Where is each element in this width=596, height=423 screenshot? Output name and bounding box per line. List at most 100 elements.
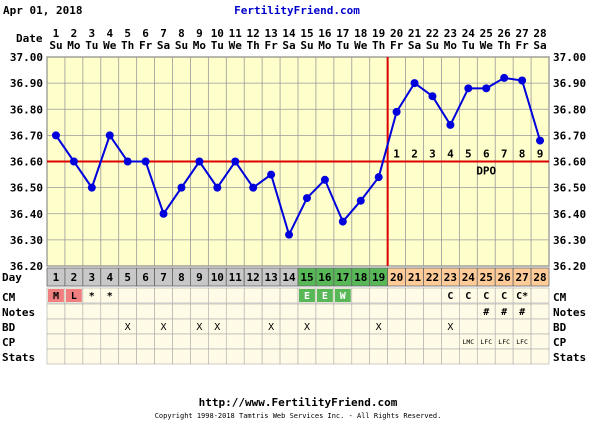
x-weekday-label: Mo	[67, 39, 81, 52]
footer-copyright: Copyright 1998-2018 Tamtris Web Services…	[154, 412, 442, 420]
day-number: 24	[462, 271, 476, 284]
notes-value: #	[501, 307, 507, 318]
cm-value: *	[107, 291, 113, 302]
site-name[interactable]: FertilityFriend.com	[234, 4, 360, 17]
x-date-label: 25	[480, 27, 493, 40]
row-cell	[82, 333, 102, 350]
row-cell	[405, 348, 424, 365]
x-date-label: 19	[372, 27, 385, 40]
bd-value: X	[304, 322, 310, 333]
notes-row-label: Notes	[2, 306, 35, 319]
x-date-label: 6	[142, 27, 149, 40]
cm-value: W	[340, 291, 347, 302]
cm-row-label: CM	[2, 291, 16, 304]
y-tick-label-right: 37.00	[553, 51, 586, 64]
x-date-label: 10	[211, 27, 224, 40]
cm-cell-fill	[316, 289, 333, 302]
row-cell	[172, 333, 191, 350]
day-number: 1	[53, 271, 60, 284]
x-weekday-label: We	[480, 39, 494, 52]
temperature-point	[500, 73, 509, 82]
row-cell	[190, 333, 209, 350]
row-cell	[351, 318, 371, 335]
cm-cell-fill	[299, 289, 315, 302]
y-tick-label-right: 36.50	[553, 182, 586, 195]
cm-value: M	[53, 291, 59, 302]
row-cell	[333, 348, 353, 365]
row-cell	[64, 303, 84, 320]
temperature-point	[410, 79, 419, 88]
temperature-point	[249, 183, 258, 192]
x-weekday-label: We	[229, 39, 243, 52]
y-tick-label-left: 36.40	[10, 208, 43, 221]
dpo-number: 6	[483, 148, 490, 161]
row-cell	[333, 333, 353, 350]
x-date-label: 18	[354, 27, 367, 40]
temperature-point	[267, 170, 276, 179]
row-cell	[423, 303, 442, 320]
day-number: 22	[426, 271, 439, 284]
cp-row-label: CP	[2, 336, 16, 349]
dpo-number: 9	[537, 148, 544, 161]
day-number: 16	[318, 271, 332, 284]
row-cell	[82, 303, 102, 320]
footer-url[interactable]: http://www.FertilityFriend.com	[198, 396, 398, 409]
row-cell	[387, 287, 406, 304]
day-number: 3	[89, 271, 96, 284]
cm-value: *	[89, 291, 95, 302]
row-cell	[208, 348, 227, 365]
date-row-label: Date	[16, 32, 43, 45]
x-weekday-label: We	[103, 39, 117, 52]
x-weekday-label: Su	[300, 39, 313, 52]
row-cell	[172, 318, 191, 335]
row-cell	[405, 287, 424, 304]
row-cell	[459, 303, 478, 320]
row-cell	[225, 303, 245, 320]
x-date-label: 20	[390, 27, 403, 40]
row-cell	[154, 303, 173, 320]
x-weekday-label: We	[354, 39, 368, 52]
dpo-number: 4	[447, 148, 454, 161]
row-cell	[333, 303, 353, 320]
row-cell	[46, 348, 66, 365]
x-weekday-label: Fr	[139, 39, 153, 52]
bd-value: X	[125, 322, 131, 333]
day-number: 18	[354, 271, 367, 284]
cm-cell-fill	[65, 289, 82, 302]
row-cell	[441, 348, 460, 365]
day-number: 4	[106, 271, 113, 284]
notes-value: #	[519, 307, 525, 318]
day-number: 28	[533, 271, 546, 284]
y-tick-label-right: 36.60	[553, 156, 586, 169]
row-cell	[423, 348, 442, 365]
dpo-number: 7	[501, 148, 508, 161]
dpo-number: 2	[411, 148, 418, 161]
row-cell	[441, 333, 460, 350]
row-cell	[172, 348, 191, 365]
temperature-point	[195, 157, 204, 166]
temperature-point	[213, 183, 222, 192]
row-cell	[405, 333, 424, 350]
row-cell	[82, 348, 102, 365]
row-cell	[243, 287, 263, 304]
x-date-label: 9	[196, 27, 203, 40]
temperature-point	[105, 131, 114, 140]
day-number: 6	[142, 271, 149, 284]
y-tick-label-left: 36.20	[10, 260, 43, 273]
x-weekday-label: Tu	[85, 39, 98, 52]
temperature-point	[141, 157, 150, 166]
x-date-label: 27	[515, 27, 528, 40]
row-cell	[46, 318, 66, 335]
x-weekday-label: Sa	[282, 39, 295, 52]
y-tick-label-left: 36.50	[10, 182, 43, 195]
x-weekday-label: Tu	[336, 39, 349, 52]
bd-value: X	[376, 322, 382, 333]
row-cell	[261, 333, 281, 350]
x-weekday-label: Th	[498, 39, 511, 52]
day-cell	[530, 267, 550, 287]
cp-value: LMC	[462, 338, 474, 346]
row-cell	[243, 348, 263, 365]
row-cell	[172, 303, 191, 320]
cm-row-label-right: CM	[553, 291, 567, 304]
